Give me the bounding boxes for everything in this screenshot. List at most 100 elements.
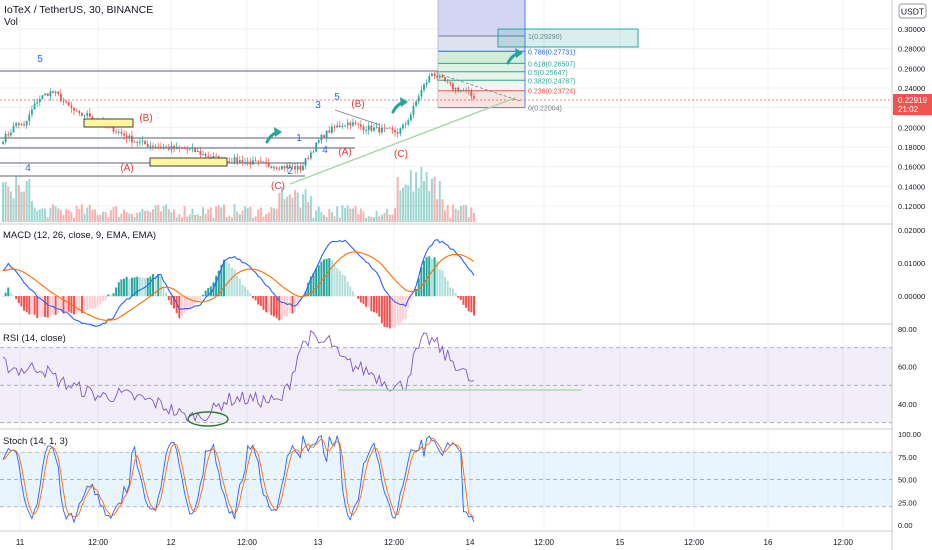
volume-bar — [399, 190, 402, 222]
time-axis[interactable]: 11 12:00 12 12:00 13 12:00 14 12:00 15 12:00 16 12:… — [16, 538, 854, 547]
volume-bar — [383, 212, 386, 222]
candle-body — [175, 146, 178, 149]
macd-histogram-bar — [299, 296, 302, 302]
volume-bar — [470, 207, 473, 222]
volume-bar — [244, 206, 247, 222]
candle — [236, 153, 239, 166]
candle-body — [425, 82, 428, 85]
macd-histogram-bar — [38, 296, 41, 317]
candle-body — [394, 129, 396, 133]
volume-bar — [394, 207, 397, 222]
signal-line — [2, 251, 475, 321]
candle-body — [73, 108, 75, 111]
candle — [336, 121, 339, 128]
candle — [328, 126, 331, 133]
fibonacci-extension[interactable]: 1(0.29290) 0.786(0.27731) 0.618(0.26507) 0.… — [437, 0, 639, 113]
volume-bar — [44, 208, 47, 222]
candle — [420, 85, 423, 100]
time-tick-2: 12 — [167, 538, 176, 547]
candle — [262, 161, 265, 164]
macd-histogram-bar — [333, 264, 336, 297]
candle — [346, 118, 349, 130]
candle-body — [373, 127, 375, 131]
macd-histogram-bar — [401, 296, 404, 320]
macd-histogram-bar — [204, 290, 207, 297]
macd-histogram-bar — [186, 296, 189, 311]
macd-histogram-bar — [57, 296, 60, 314]
macd-pane[interactable] — [2, 238, 475, 329]
volume-bar — [407, 185, 410, 222]
stoch-pane[interactable] — [0, 435, 892, 524]
candle — [154, 144, 157, 150]
candle — [165, 144, 168, 148]
candle — [252, 156, 254, 166]
candle — [333, 124, 336, 132]
macd-histogram-bar — [244, 286, 247, 297]
candle-body — [249, 161, 252, 165]
macd-histogram-bar — [459, 296, 462, 300]
volume-bar — [165, 204, 168, 222]
macd-histogram-bar — [170, 296, 173, 305]
price-tick-8: 0.14000 — [898, 182, 925, 191]
volume-bar — [388, 214, 391, 222]
candle-body — [331, 126, 333, 133]
volume-bar — [286, 196, 289, 222]
macd-histogram-bar — [267, 296, 270, 313]
current-price-value: 0.22919 — [898, 96, 927, 105]
macd-histogram-bar — [312, 272, 315, 297]
candlesticks[interactable] — [2, 71, 475, 175]
candle — [146, 140, 149, 148]
currency-button[interactable]: USDT — [898, 3, 927, 19]
candle-body — [62, 100, 65, 102]
candle — [362, 124, 365, 135]
macd-histogram-bar — [91, 296, 94, 309]
candle — [349, 121, 352, 130]
macd-histogram-bar — [151, 274, 154, 297]
candle — [465, 87, 468, 94]
volume-bar — [154, 205, 157, 222]
macd-histogram-bar — [183, 296, 186, 313]
macd-histogram-bar — [188, 296, 191, 310]
macd-histogram-bar — [315, 268, 318, 297]
wave-label-8: 4 — [322, 145, 328, 156]
candle — [12, 122, 15, 133]
macd-histogram-bar — [220, 264, 223, 297]
volume-bar — [454, 208, 457, 222]
macd-histogram-bar — [417, 278, 420, 297]
volume-bar — [412, 191, 415, 222]
volume-bar — [296, 192, 299, 222]
candle — [86, 110, 89, 119]
volume-bar — [459, 205, 462, 222]
candle — [186, 145, 189, 154]
rsi-oversold-circle — [187, 411, 229, 427]
candle — [344, 125, 346, 127]
candle-body — [12, 125, 15, 133]
candle — [370, 122, 373, 133]
volume-bar — [270, 207, 273, 222]
macd-histogram-bar — [338, 270, 341, 297]
candle — [331, 122, 333, 135]
volume-bar — [188, 214, 191, 222]
time-tick-8: 15 — [616, 538, 625, 547]
volume-bar — [341, 205, 344, 222]
price-axis[interactable]: 0.300000.280000.260000.240000.220000.200… — [893, 0, 932, 550]
volume-bar — [23, 191, 26, 222]
time-tick-3: 12:00 — [237, 538, 258, 547]
candle — [152, 142, 154, 151]
price-tick-0: 0.30000 — [898, 25, 925, 34]
macd-histogram-bar — [25, 296, 28, 313]
candle-body — [38, 98, 41, 103]
rsi-pane[interactable] — [0, 330, 892, 427]
candle-body — [336, 125, 339, 128]
fib-label-0: 0(0.22004) — [528, 106, 562, 113]
volume-bar — [465, 205, 468, 222]
candle — [20, 122, 23, 126]
macd-histogram-bar — [75, 296, 78, 314]
candle-body — [325, 130, 328, 138]
candle — [28, 110, 31, 126]
candle — [249, 157, 252, 170]
macd-histogram-bar — [123, 278, 126, 297]
